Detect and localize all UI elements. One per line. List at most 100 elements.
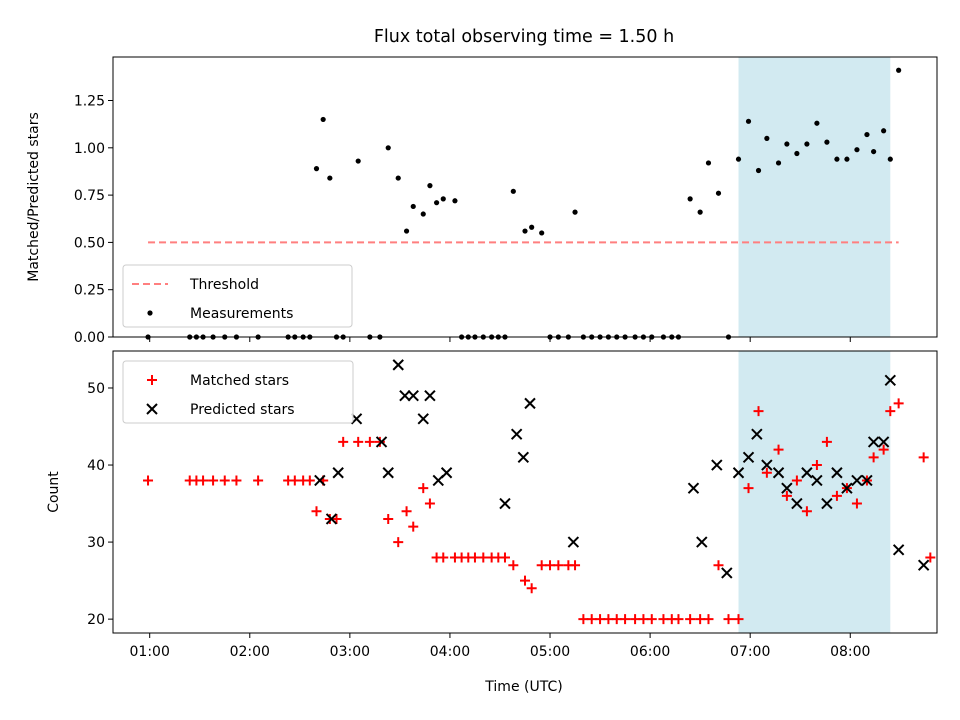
predicted-star-point	[821, 497, 833, 510]
predicted-star-point	[424, 389, 436, 402]
predicted-star-point	[841, 482, 853, 494]
chart-title: Flux total observing time = 1.50 h	[374, 27, 674, 47]
legend-label: Measurements	[190, 306, 293, 322]
matched-star-point	[733, 614, 744, 625]
predicted-star-point	[325, 513, 338, 525]
x-tick-label: 07:00	[730, 644, 770, 660]
matched-star-point	[536, 560, 547, 571]
measurement-point	[881, 128, 887, 134]
shaded-span	[738, 351, 891, 633]
x-axis-label: Time (UTC)	[484, 679, 562, 695]
matched-star-point	[253, 475, 264, 486]
measurement-point	[764, 135, 770, 141]
matched-star-point	[570, 560, 581, 571]
predicted-star-point	[791, 497, 803, 510]
legend-box	[122, 360, 354, 424]
plot-frame	[112, 350, 938, 634]
matched-star-point	[703, 614, 714, 625]
matched-star-point	[545, 560, 556, 571]
predicted-star-point	[781, 482, 793, 494]
predicted-star-point	[917, 559, 930, 571]
matched-star-point	[578, 614, 589, 625]
matched-star-point	[851, 498, 862, 509]
y-tick-label: 0.25	[74, 283, 105, 299]
measurement-point	[403, 228, 410, 234]
measurement-point	[327, 175, 333, 181]
y-tick-label: 1.00	[74, 141, 105, 157]
y-tick-label: 0.50	[74, 235, 105, 251]
measurement-point	[572, 209, 578, 215]
matched-star-point	[885, 406, 896, 417]
measurement-point	[814, 120, 820, 126]
measurement-point	[824, 139, 830, 145]
matched-star-point	[761, 467, 772, 478]
y-tick-label: 50	[87, 381, 105, 397]
predicted-star-point	[392, 359, 404, 371]
measurement-point	[775, 160, 782, 166]
matched-star-point	[723, 614, 734, 625]
measurement-point	[834, 156, 840, 162]
matched-star-point	[304, 475, 315, 486]
matched-star-point	[418, 483, 429, 494]
matched-star-point	[620, 614, 631, 625]
legend: Threshold Measurements	[122, 264, 353, 328]
predicted-star-point	[831, 467, 843, 479]
matched-star-point	[499, 552, 510, 563]
measurement-point	[427, 183, 433, 189]
matched-star-point	[478, 552, 489, 563]
measurement-point	[864, 131, 870, 138]
plot-frame	[112, 56, 938, 338]
predicted-star-point	[772, 467, 785, 479]
legend-label: Threshold	[189, 277, 259, 293]
measurement-point	[735, 156, 742, 162]
matched-star-point	[773, 444, 784, 455]
predicted-star-point	[711, 459, 723, 471]
legend-label: Matched stars	[190, 373, 289, 389]
measurement-point	[697, 209, 703, 215]
predicted-star-point	[801, 467, 813, 479]
x-tick-label: 05:00	[530, 644, 570, 660]
predicted-star-point	[742, 451, 755, 464]
measurement-point	[715, 190, 722, 196]
shaded-span	[738, 57, 891, 337]
matched-star-point	[231, 475, 242, 486]
matched-star-point	[526, 583, 537, 594]
predicted-star-point	[861, 474, 873, 487]
predicted-star-point	[407, 389, 419, 402]
matched-star-point	[811, 460, 822, 471]
predicted-star-point	[696, 536, 708, 548]
measurement-point	[794, 150, 800, 157]
y-axis-label: Count	[46, 471, 62, 513]
predicted-star-point	[567, 536, 580, 548]
predicted-star-point	[877, 436, 890, 448]
matched-star-point	[198, 475, 209, 486]
measurement-point	[510, 188, 516, 194]
measurement-point	[522, 228, 528, 234]
matched-star-point	[893, 398, 904, 409]
matched-star-point	[143, 475, 154, 486]
panel-ratio: 0.00 0.25 0.50 0.75 1.00 1.25 Matched/Predicte…	[26, 56, 938, 346]
matched-star-point	[630, 614, 641, 625]
matched-star-point	[424, 498, 435, 509]
measurement-point	[844, 156, 850, 162]
matched-star-point	[338, 436, 349, 447]
matched-star-point	[646, 614, 657, 625]
y-tick-label: 20	[87, 612, 105, 628]
predicted-star-point	[314, 474, 326, 487]
matched-star-point	[353, 436, 364, 447]
predicted-star-point	[499, 497, 511, 510]
y-axis-label: Matched/Predicted stars	[26, 112, 42, 282]
x-tick-label: 08:00	[830, 644, 870, 660]
predicted-star-point	[382, 467, 394, 479]
matched-star-point	[673, 614, 684, 625]
legend-measurement-swatch	[147, 310, 153, 316]
predicted-star-point	[417, 413, 429, 425]
matched-star-point	[685, 614, 696, 625]
matched-star-point	[821, 436, 832, 447]
predicted-star-point	[687, 482, 700, 494]
measurement-point	[887, 156, 893, 162]
predicted-star-point	[751, 428, 763, 440]
predicted-star-point	[811, 474, 823, 487]
x-tick-label: 03:00	[330, 644, 370, 660]
measurement-point	[896, 67, 902, 73]
